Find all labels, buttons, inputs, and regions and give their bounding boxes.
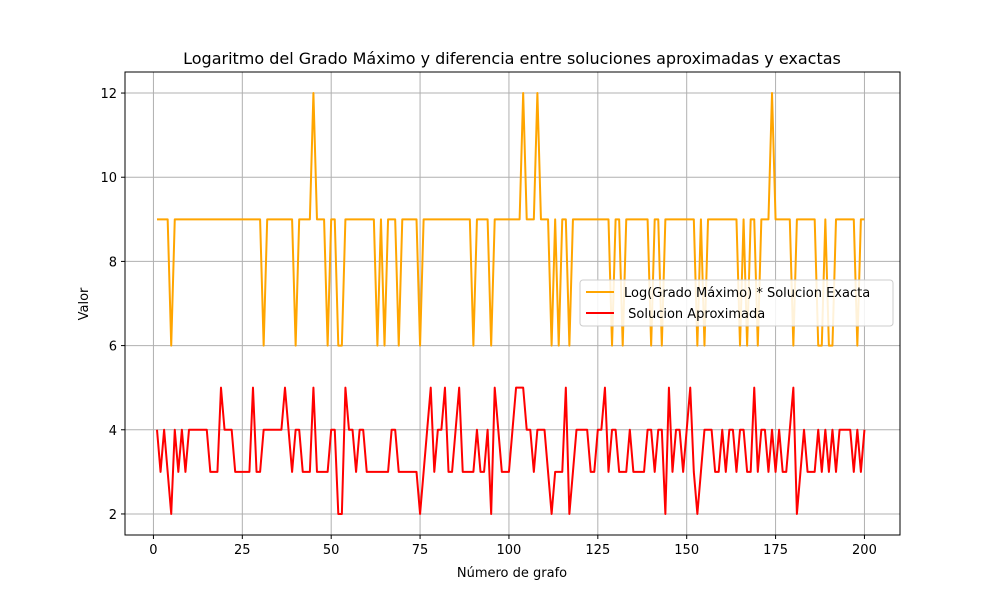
x-tick-label: 25 (234, 543, 251, 558)
y-tick-label: 12 (100, 87, 117, 102)
x-tick-label: 150 (674, 543, 699, 558)
y-tick-label: 10 (100, 171, 117, 186)
legend-label-exact: Log(Grado Máximo) * Solucion Exacta (624, 286, 870, 301)
y-tick-label: 6 (109, 340, 117, 355)
y-tick-label: 8 (109, 255, 117, 270)
x-tick-label: 75 (412, 543, 429, 558)
x-tick-label: 50 (323, 543, 340, 558)
x-tick-label: 0 (149, 543, 157, 558)
y-axis-label: Valor (77, 287, 92, 320)
series-line-approx (156, 386, 866, 515)
axis-ticks: 0 25 50 75 100 125 150 175 200 2 4 6 8 10 12 (100, 87, 876, 558)
legend-box (579, 279, 894, 327)
x-tick-label: 200 (852, 543, 877, 558)
x-axis-label: Número de grafo (457, 566, 567, 581)
legend-label-approx: Solucion Aproximada (624, 307, 765, 322)
chart-title: Logaritmo del Grado Máximo y diferencia … (183, 49, 841, 68)
y-tick-label: 4 (109, 424, 117, 439)
legend: Log(Grado Máximo) * Solucion Exacta Solu… (579, 279, 894, 327)
plot-frame (124, 71, 901, 536)
x-tick-label: 100 (497, 543, 522, 558)
x-tick-label: 125 (585, 543, 610, 558)
x-tick-label: 175 (763, 543, 788, 558)
y-tick-label: 2 (109, 508, 117, 523)
